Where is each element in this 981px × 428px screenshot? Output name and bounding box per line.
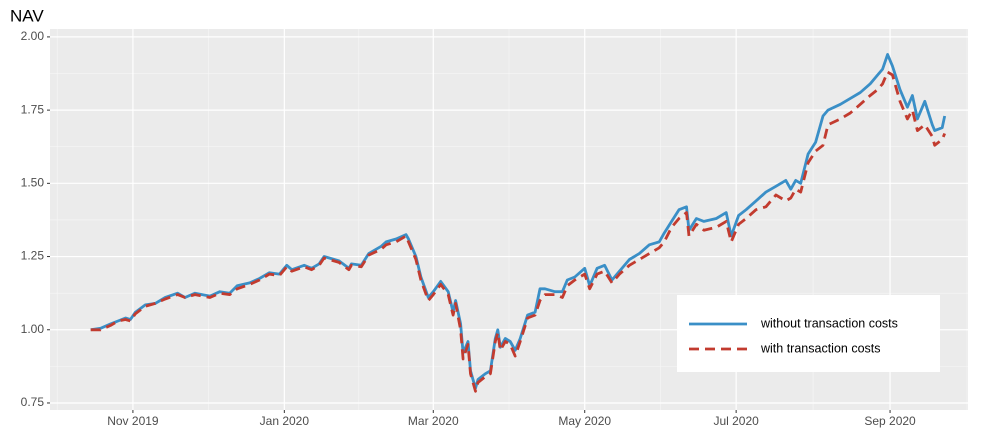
- legend-box: [677, 295, 940, 372]
- legend-label: with transaction costs: [760, 341, 881, 355]
- y-tick-label: 1.00: [21, 322, 45, 336]
- x-tick-label: Nov 2019: [107, 414, 159, 428]
- x-tick-label: Mar 2020: [408, 414, 459, 428]
- y-tick-label: 2.00: [21, 29, 45, 43]
- y-tick-label: 1.25: [21, 249, 45, 263]
- x-tick-label: Jan 2020: [260, 414, 310, 428]
- x-tick-label: Sep 2020: [864, 414, 916, 428]
- legend-label: without transaction costs: [760, 316, 898, 330]
- y-tick-label: 0.75: [21, 395, 45, 409]
- y-tick-label: 1.50: [21, 176, 45, 190]
- x-tick-label: May 2020: [558, 414, 611, 428]
- y-tick-label: 1.75: [21, 102, 45, 116]
- chart-title: NAV: [10, 6, 44, 25]
- series-line: [90, 70, 946, 393]
- series-line: [90, 53, 947, 390]
- x-tick-label: Jul 2020: [713, 414, 759, 428]
